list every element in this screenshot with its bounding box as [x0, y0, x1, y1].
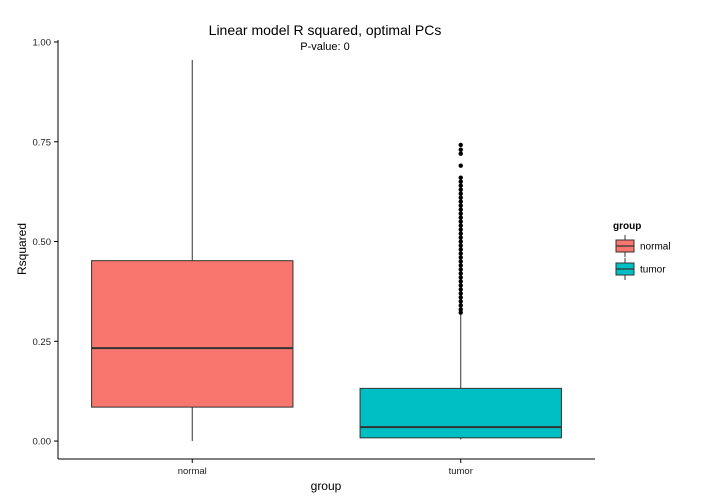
outlier-point [458, 175, 463, 180]
legend: group normal tumor [613, 221, 671, 280]
outlier-point [458, 191, 463, 196]
outlier-point [458, 243, 463, 248]
outlier-point [458, 219, 463, 224]
y-tick-label: 0.00 [33, 437, 52, 448]
outlier-point [458, 227, 463, 232]
outlier-point [458, 207, 463, 212]
outlier-point [458, 195, 463, 200]
box-tumor [359, 142, 562, 440]
outlier-point [458, 203, 463, 208]
outlier-point [458, 287, 463, 292]
plot-area [91, 59, 562, 442]
outlier-point [458, 231, 463, 236]
outlier-point [458, 263, 463, 268]
outlier-point [458, 307, 463, 312]
outlier-point [458, 163, 463, 168]
box-normal [91, 59, 294, 442]
outlier-point [458, 183, 463, 188]
outlier-point [458, 251, 463, 256]
outlier-point [458, 235, 463, 240]
outlier-point [458, 267, 463, 272]
outlier-point [458, 275, 463, 280]
outlier-point [458, 271, 463, 276]
box-body [91, 260, 294, 408]
outlier-point [458, 295, 463, 300]
outlier-point [458, 179, 463, 184]
outlier-point [458, 259, 463, 264]
outlier-point [458, 187, 463, 192]
x-tick-label: tumor [449, 466, 473, 477]
y-tick-label: 1.00 [33, 37, 52, 48]
outlier-point [458, 255, 463, 260]
outlier-point [458, 247, 463, 252]
outlier-point [458, 310, 463, 315]
outlier-point [458, 142, 463, 148]
outlier-point [458, 279, 463, 284]
y-tick-label: 0.75 [33, 137, 52, 148]
y-tick-label: 0.50 [33, 237, 52, 248]
x-tick-label: normal [178, 466, 207, 477]
y-tick-label: 0.25 [33, 337, 52, 348]
outlier-point [458, 215, 463, 220]
outlier-point [458, 147, 463, 152]
outlier-point [458, 223, 463, 228]
outlier-point [458, 283, 463, 288]
legend-label-tumor: tumor [640, 265, 666, 276]
outlier-point [458, 299, 463, 304]
outlier-point [458, 199, 463, 204]
x-axis-title: group [311, 479, 342, 493]
legend-key-tumor [615, 258, 635, 280]
legend-title: group [613, 221, 641, 232]
outlier-point [458, 303, 463, 308]
outlier-point [458, 239, 463, 244]
outlier-point [458, 151, 463, 156]
legend-key-normal [615, 235, 635, 257]
y-axis-ticks: 0.00 0.25 0.50 0.75 1.00 [33, 37, 58, 448]
y-axis-title: Rsquared [15, 223, 29, 275]
box-body [359, 387, 562, 439]
outlier-point [458, 211, 463, 216]
x-axis-ticks: normal tumor [178, 459, 473, 477]
legend-label-normal: normal [640, 242, 671, 253]
chart-title: Linear model R squared, optimal PCs [209, 22, 442, 38]
outlier-point [458, 291, 463, 296]
chart-subtitle: P-value: 0 [300, 41, 350, 53]
